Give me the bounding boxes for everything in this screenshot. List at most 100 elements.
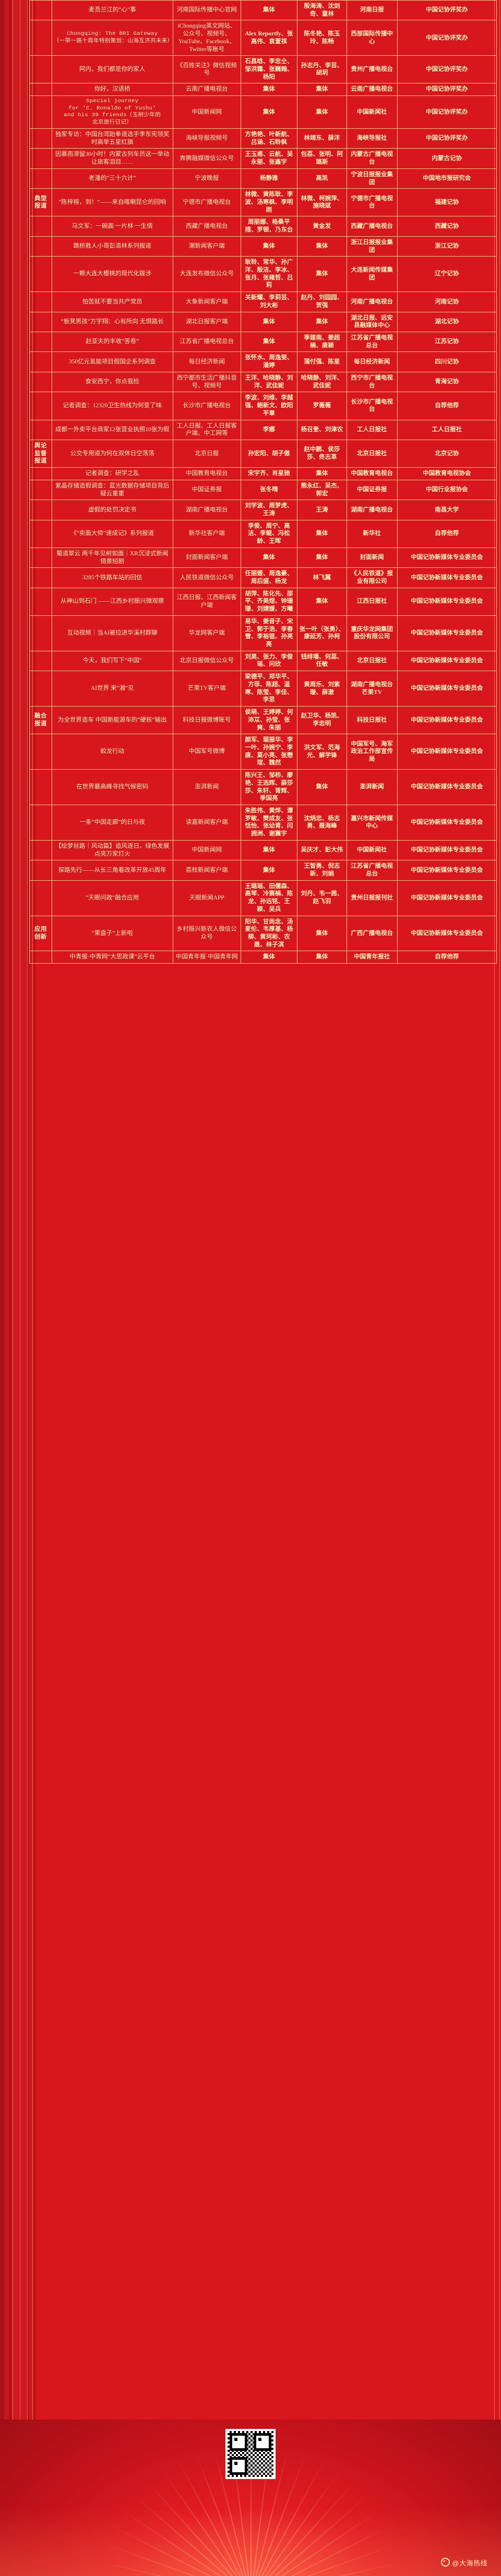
outlet-cell: 宁德市广播电视台 (346, 188, 398, 217)
outlet-cell: 中国教育电视台 (346, 467, 398, 480)
author-cell: 侯萌、王婷婷、何沛苁、孙莹、张爽、朱丽 (240, 706, 298, 735)
title-cell: 老潘的“三十六计” (51, 168, 173, 189)
category-cell (29, 951, 52, 964)
title-cell: 探路先行——从长三角看改革开放45周年 (51, 860, 173, 881)
author-cell: 集体 (240, 332, 298, 353)
outlet-cell: 新华社 (346, 519, 398, 548)
platform-cell: 天眼新闻APP (172, 880, 241, 916)
table-row: 蜀道翠云 两千年见树如面｜XR沉浸式新闻情景短剧 封面新闻客户端 集体 集体 封面新闻中… (29, 547, 497, 568)
recommender-cell: 自荐他荐 (397, 519, 497, 548)
platform-cell: 中国军号微博 (172, 734, 241, 770)
recommender-cell: 江苏记协 (397, 332, 497, 353)
recommender-cell: 中国记协评奖办 (397, 20, 497, 56)
editor-cell: 集体 (297, 769, 347, 805)
editor-cell: 集体 (297, 467, 347, 480)
outlet-cell: 广西广播电视台 (346, 915, 398, 952)
recommender-cell: 北京记协 (397, 439, 497, 468)
platform-cell: 中国青年报·中国青年网 (172, 951, 241, 964)
author-cell: 李波、刘维、李越强、鲍新文、欧阳平章 (240, 392, 298, 420)
table-row: 一颗大连大樱桃的现代化跋涉 大连发布微信公众号 耿聆、常华、孙广洋、殷洁、李冰、张月… (29, 256, 497, 293)
recommender-cell: 西藏记协 (397, 216, 497, 237)
outlet-cell: 封面新闻 (346, 547, 398, 568)
author-cell: 宋宇齐、肖星驰 (240, 467, 298, 480)
outlet-cell: 江苏省广播电视总台 (346, 860, 398, 881)
recommender-cell: 中国记协新媒体专业委员会 (397, 840, 497, 861)
editor-cell: 黄金发 (297, 216, 347, 237)
category-cell: 舆论监督报道 (29, 439, 52, 468)
recommender-cell: 中国记协新媒体专业委员会 (397, 915, 497, 952)
category-cell (29, 734, 52, 770)
author-cell: 阳华、甘尚念、汤麦伦、韦厚基、杨柳、黄珂彬、农晟、林子淇 (240, 915, 298, 952)
platform-cell: 工人日报、工人日报客户端、中工网等 (172, 419, 241, 440)
category-cell (29, 83, 52, 96)
author-cell: 张冬晴 (240, 479, 298, 501)
editor-cell: 罗薇薇 (297, 392, 347, 420)
title-cell: 互动视频｜当AI被拉进华溪村群聊 (51, 615, 173, 651)
recommender-cell: 中国地市报研究会 (397, 168, 497, 189)
author-cell: 周丽娜、格桑平措、罗顿、乃东台 (240, 216, 298, 237)
recommender-cell: 四川记协 (397, 351, 497, 372)
platform-cell: 中国教育电视台 (172, 467, 241, 480)
table-row: 蛟龙行动 中国军号微博 颜军、琚振华、李一叶、孙婉宁、李唐、莫小亮、张懋瑄、魏然 洪文… (29, 734, 497, 770)
footer-banner: @大海热线 (0, 2420, 501, 2576)
title-cell: 紫晶存储造假调查：蓝光数据存储项目背后疑云重重 (51, 479, 173, 501)
author-cell: 李俊、周宁、高洁、李鲲、冯松龄、王晖 (240, 519, 298, 548)
recommender-cell: 中国记协新媒体专业委员会 (397, 860, 497, 881)
title-cell: 因暴雨滞留30小时！内蒙古列车员这一举动让旅客泪目…… (51, 148, 173, 169)
qr-code-icon[interactable] (225, 2429, 276, 2479)
platform-cell: 中国证券报 (172, 479, 241, 501)
table-row: 你好，汉语桥 云南广播电视台 集体 集体 云南广播电视台 中国记协评奖办 (29, 83, 497, 96)
table-row: 舆论监督报道 公交专用道为何在双休日空荡荡 北京日报 孙宏阳、胡子傲 赵中鹏、侯莎莎、佟… (29, 439, 497, 468)
title-cell: 【绘梦丝路｜风动篇】追风逐日，绿色发展点亮万家灯火 (51, 840, 173, 861)
platform-cell: 西藏广播电视台 (172, 216, 241, 237)
decor-border-line-4 (32, 0, 33, 2576)
editor-cell: 洪文军、范海光、解学锋 (297, 734, 347, 770)
author-cell: 朱胜伟、黄烨、谭罗敏、樊成友、张恬怡、张幼青、闫拥洲、谢震宇 (240, 804, 298, 841)
author-cell: 刘学波、周梦虎、王涛 (240, 500, 298, 520)
author-cell: 刘昊、张力、李俊瑶、问欣 (240, 650, 298, 672)
recommender-cell: 中国记协新媒体专业委员会 (397, 706, 497, 735)
category-cell (29, 311, 52, 333)
title-cell: 怕苦就不要当共产党员 (51, 291, 173, 312)
outlet-cell: 湖北日报、远安县融媒体中心 (346, 311, 398, 333)
recommender-cell: 南昌大学 (397, 500, 497, 520)
editor-cell: 集体 (297, 256, 347, 293)
editor-cell: 林飞翼 (297, 567, 347, 588)
recommender-cell: 河南记协 (397, 291, 497, 312)
platform-cell: 新华社客户端 (172, 519, 241, 548)
recommender-cell: 中国行业报协会 (397, 479, 497, 501)
category-cell (29, 168, 52, 189)
editor-cell: 集体 (297, 547, 347, 568)
platform-cell: 人民铁道微信公众号 (172, 567, 241, 588)
editor-cell: 集体 (297, 311, 347, 333)
platform-cell: iChongqing英文网站、公众号、视频号、YouTube、Facebook、… (172, 20, 241, 56)
editor-cell: 黄周乐、刘紫璇、薛澈 (297, 671, 347, 707)
author-cell: 集体 (240, 311, 298, 333)
title-cell: 在世界最高峰寻找气候密码 (51, 769, 173, 805)
outlet-cell: 湖南广播电视台芒果TV (346, 671, 398, 707)
author-cell: 集体 (240, 840, 298, 861)
author-cell: 林微、黄陈耿、李波、汤寒枫、李明刚 (240, 188, 298, 217)
table-row: 【绘梦丝路｜风动篇】追风逐日，绿色发展点亮万家灯火 中国新闻网 集体 吴庆才、彭大伟中… (29, 840, 497, 861)
category-cell (29, 587, 52, 616)
author-cell: Alex Reportfy、张高伟、袁萱祺 (240, 20, 298, 56)
category-cell: 典型报道 (29, 188, 52, 217)
title-cell: 虚假的处罚决定书 (51, 500, 173, 520)
editor-cell: 王智勇、倪志新、刘娟 (297, 860, 347, 881)
table-row: 互动视频｜当AI被拉进华溪村群聊 华龙网客户端 易华、姜音子、宋卫、郭于浩、李春雪、… (29, 615, 497, 651)
weibo-handle[interactable]: @大海热线 (441, 2558, 487, 2568)
category-cell (29, 371, 52, 393)
outlet-cell: 海峡导报社 (346, 128, 398, 149)
table-row: 跳桥救人小哥彭清林系列报道 潮新闻客户端 集体 集体 浙江日报报业集团 浙江记协 (29, 236, 497, 257)
title-cell: AI世界 来“湘”见 (51, 671, 173, 707)
title-cell: 蛟龙行动 (51, 734, 173, 770)
editor-cell: 张一叶（张勇）、康延芳、孙柯 (297, 615, 347, 651)
recommender-cell: 浙江记协 (397, 236, 497, 257)
platform-cell: 湖南广播电视台 (172, 500, 241, 520)
title-cell: 麦吾兰江的“心”事 (51, 0, 173, 21)
author-cell: 关新耀、李莉芸、刘大彬 (240, 291, 298, 312)
outlet-cell: 西部国际传播中心 (346, 20, 398, 56)
recommender-cell: 中国记协评奖办 (397, 95, 497, 129)
title-cell: 《“卖面大师”速成记》系列报道 (51, 519, 173, 548)
